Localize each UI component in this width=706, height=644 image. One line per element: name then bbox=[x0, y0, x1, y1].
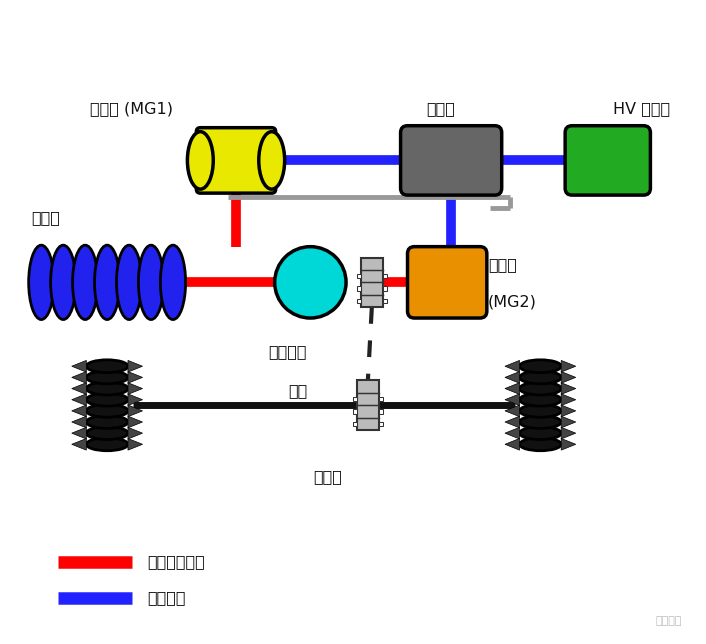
Polygon shape bbox=[72, 361, 86, 372]
Polygon shape bbox=[561, 416, 576, 428]
Ellipse shape bbox=[86, 371, 128, 384]
Text: 动力分配: 动力分配 bbox=[269, 344, 307, 359]
Text: 发电机 (MG1): 发电机 (MG1) bbox=[90, 101, 173, 117]
FancyBboxPatch shape bbox=[566, 126, 650, 195]
Ellipse shape bbox=[73, 245, 98, 319]
Bar bbox=[353, 422, 357, 426]
Bar bbox=[357, 286, 361, 291]
FancyBboxPatch shape bbox=[196, 128, 275, 193]
Polygon shape bbox=[505, 416, 520, 428]
Ellipse shape bbox=[520, 404, 561, 417]
Bar bbox=[383, 274, 387, 278]
Ellipse shape bbox=[520, 415, 561, 428]
Polygon shape bbox=[128, 372, 143, 383]
Polygon shape bbox=[505, 372, 520, 383]
Text: 驱动视界: 驱动视界 bbox=[656, 616, 682, 627]
Ellipse shape bbox=[520, 360, 561, 373]
Bar bbox=[357, 381, 379, 430]
Bar bbox=[379, 422, 383, 426]
Ellipse shape bbox=[86, 360, 128, 373]
Polygon shape bbox=[72, 416, 86, 428]
FancyBboxPatch shape bbox=[407, 247, 487, 318]
Polygon shape bbox=[505, 439, 520, 450]
Ellipse shape bbox=[138, 245, 164, 319]
Text: 逆变器: 逆变器 bbox=[426, 101, 455, 117]
Text: 传动桥: 传动桥 bbox=[313, 469, 342, 484]
Polygon shape bbox=[505, 361, 520, 372]
Polygon shape bbox=[561, 428, 576, 439]
Ellipse shape bbox=[187, 131, 213, 189]
Bar bbox=[353, 397, 357, 401]
Ellipse shape bbox=[520, 393, 561, 406]
Bar bbox=[383, 286, 387, 291]
Polygon shape bbox=[128, 405, 143, 417]
Polygon shape bbox=[505, 405, 520, 417]
Ellipse shape bbox=[160, 245, 186, 319]
Polygon shape bbox=[72, 428, 86, 439]
Ellipse shape bbox=[259, 131, 285, 189]
Bar bbox=[357, 274, 361, 278]
Text: 电动机: 电动机 bbox=[488, 257, 517, 272]
Polygon shape bbox=[561, 383, 576, 394]
Polygon shape bbox=[72, 439, 86, 450]
Polygon shape bbox=[72, 372, 86, 383]
Text: 机械动力路径: 机械动力路径 bbox=[147, 554, 205, 569]
Polygon shape bbox=[505, 383, 520, 394]
Polygon shape bbox=[561, 394, 576, 406]
Polygon shape bbox=[128, 361, 143, 372]
FancyBboxPatch shape bbox=[400, 126, 502, 195]
Bar bbox=[379, 409, 383, 413]
Polygon shape bbox=[72, 383, 86, 394]
Ellipse shape bbox=[520, 427, 561, 440]
Polygon shape bbox=[561, 439, 576, 450]
Ellipse shape bbox=[520, 371, 561, 384]
Polygon shape bbox=[128, 383, 143, 394]
Polygon shape bbox=[561, 372, 576, 383]
Polygon shape bbox=[505, 394, 520, 406]
Text: 设备: 设备 bbox=[289, 383, 308, 399]
Ellipse shape bbox=[520, 382, 561, 395]
Ellipse shape bbox=[520, 438, 561, 451]
Ellipse shape bbox=[86, 427, 128, 440]
Ellipse shape bbox=[95, 245, 120, 319]
Text: (MG2): (MG2) bbox=[488, 295, 537, 310]
Bar bbox=[357, 299, 361, 303]
Polygon shape bbox=[72, 405, 86, 417]
Polygon shape bbox=[128, 416, 143, 428]
Text: HV 蓄电池: HV 蓄电池 bbox=[613, 101, 670, 117]
Ellipse shape bbox=[29, 245, 54, 319]
Text: 发动机: 发动机 bbox=[31, 211, 60, 225]
Ellipse shape bbox=[86, 382, 128, 395]
Bar bbox=[383, 299, 387, 303]
Ellipse shape bbox=[51, 245, 76, 319]
Polygon shape bbox=[128, 428, 143, 439]
Circle shape bbox=[275, 247, 346, 318]
Polygon shape bbox=[505, 428, 520, 439]
Ellipse shape bbox=[116, 245, 142, 319]
Text: 电力路径: 电力路径 bbox=[147, 590, 185, 605]
Ellipse shape bbox=[86, 415, 128, 428]
Bar bbox=[379, 397, 383, 401]
Polygon shape bbox=[72, 394, 86, 406]
Polygon shape bbox=[128, 439, 143, 450]
Ellipse shape bbox=[86, 404, 128, 417]
Ellipse shape bbox=[86, 393, 128, 406]
Ellipse shape bbox=[86, 438, 128, 451]
Polygon shape bbox=[561, 361, 576, 372]
Bar bbox=[353, 409, 357, 413]
Polygon shape bbox=[128, 394, 143, 406]
Bar bbox=[361, 258, 383, 307]
Polygon shape bbox=[561, 405, 576, 417]
